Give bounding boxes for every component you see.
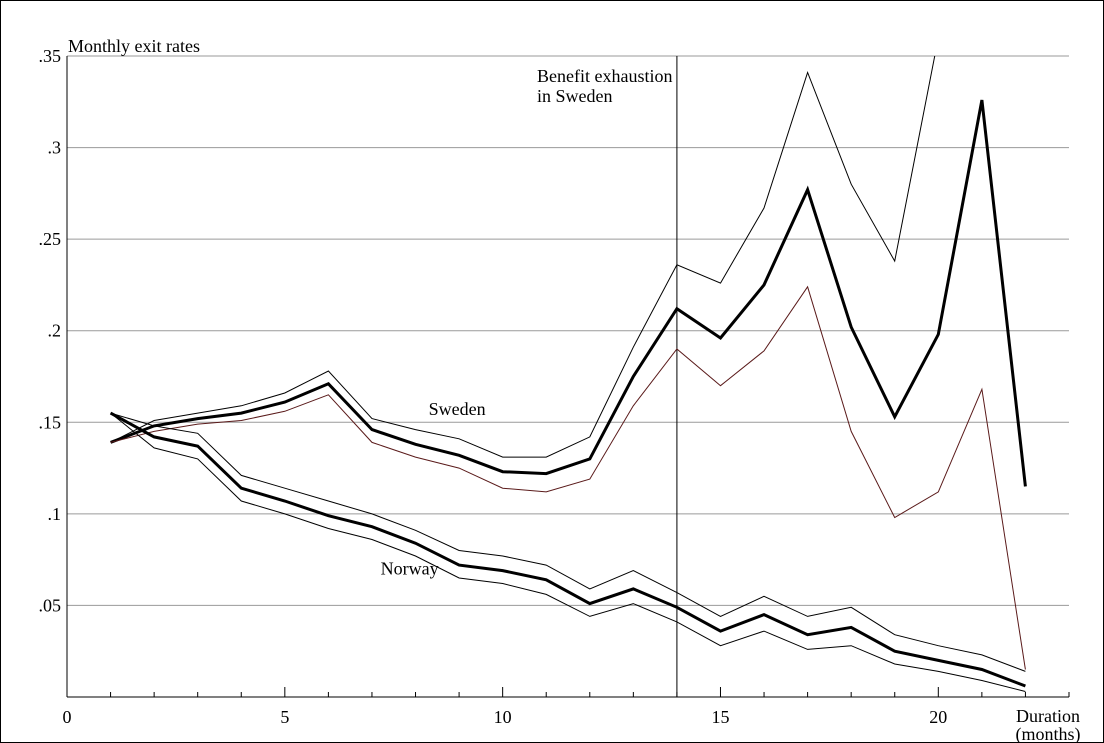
series-sweden-estimate [110,99,1027,487]
series-norway-lower [110,412,1026,692]
x-tick-label: 5 [280,707,289,727]
annotation-benefit-line2: in Sweden [537,86,613,106]
x-axis-label-line2: (months) [1016,724,1081,743]
x-ticks: 0 5 10 15 20 [63,687,1070,727]
y-tick-label: .25 [39,229,62,249]
y-axis-label: Monthly exit rates [68,36,200,56]
y-tick-label: .1 [48,504,62,524]
x-tick-label: 15 [711,707,729,727]
annotation-norway: Norway [381,558,439,578]
series-sweden-lower [110,285,1026,670]
x-tick-label: 20 [929,707,947,727]
y-tick-label: .05 [39,595,62,615]
grid [67,55,1069,606]
series-norway-estimate [109,411,1026,688]
y-ticks: .05 .1 .15 .2 .25 .3 .35 [39,46,62,615]
annotation-benefit-line1: Benefit exhaustion [537,66,672,86]
y-tick-label: .2 [48,321,62,341]
axes [66,56,1069,698]
x-axis-label-line1: Duration [1016,706,1080,726]
chart-labels: Monthly exit rates Duration (months) Ben… [68,36,1081,743]
y-tick-label: .3 [48,138,62,158]
series-norway-upper [110,412,1026,672]
x-tick-label: 10 [494,707,512,727]
y-tick-label: .15 [39,412,62,432]
y-tick-label: .35 [39,46,62,66]
series-sweden-upper [110,56,936,458]
series-lines [109,56,1027,692]
x-tick-label: 0 [63,707,72,727]
annotation-sweden: Sweden [429,399,486,419]
